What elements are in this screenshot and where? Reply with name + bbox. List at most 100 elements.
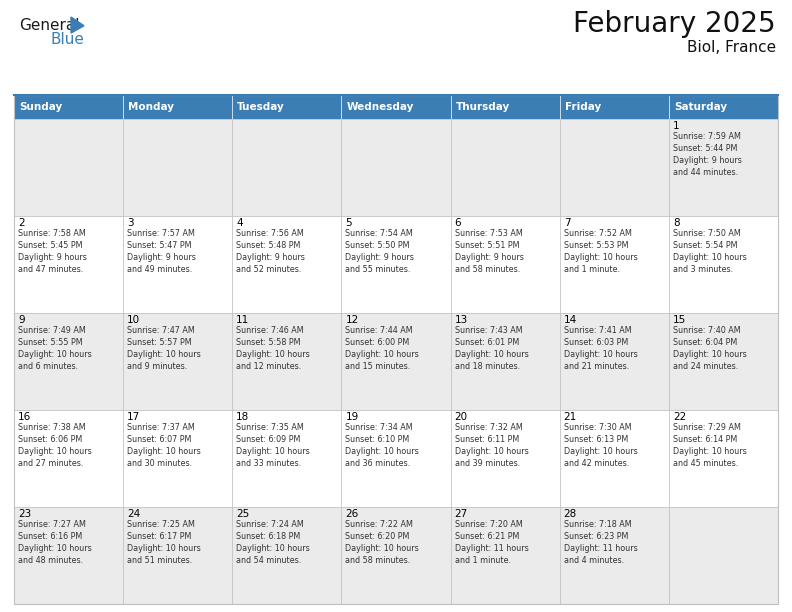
Bar [560, 507, 669, 604]
Bar [123, 119, 232, 216]
Text: Sunrise: 7:56 AM
Sunset: 5:48 PM
Daylight: 9 hours
and 52 minutes.: Sunrise: 7:56 AM Sunset: 5:48 PM Dayligh… [236, 229, 305, 274]
Text: Sunrise: 7:50 AM
Sunset: 5:54 PM
Daylight: 10 hours
and 3 minutes.: Sunrise: 7:50 AM Sunset: 5:54 PM Dayligh… [673, 229, 747, 274]
Bar [560, 119, 669, 216]
Text: 14: 14 [564, 315, 577, 325]
Text: 23: 23 [18, 509, 31, 519]
Bar [232, 313, 341, 410]
Bar [451, 216, 560, 313]
Text: 3: 3 [128, 218, 134, 228]
Text: Sunrise: 7:59 AM
Sunset: 5:44 PM
Daylight: 9 hours
and 44 minutes.: Sunrise: 7:59 AM Sunset: 5:44 PM Dayligh… [673, 132, 742, 177]
Bar [451, 119, 560, 216]
Text: Sunrise: 7:27 AM
Sunset: 6:16 PM
Daylight: 10 hours
and 48 minutes.: Sunrise: 7:27 AM Sunset: 6:16 PM Dayligh… [18, 520, 92, 565]
Text: Sunday: Sunday [19, 102, 63, 112]
Bar [232, 95, 341, 119]
Text: 28: 28 [564, 509, 577, 519]
Bar [341, 95, 451, 119]
Text: 17: 17 [128, 412, 140, 422]
Bar [232, 507, 341, 604]
Bar [14, 507, 123, 604]
Bar [341, 216, 451, 313]
Bar [451, 410, 560, 507]
Text: Sunrise: 7:37 AM
Sunset: 6:07 PM
Daylight: 10 hours
and 30 minutes.: Sunrise: 7:37 AM Sunset: 6:07 PM Dayligh… [128, 423, 201, 468]
Text: Sunrise: 7:58 AM
Sunset: 5:45 PM
Daylight: 9 hours
and 47 minutes.: Sunrise: 7:58 AM Sunset: 5:45 PM Dayligh… [18, 229, 87, 274]
Text: Sunrise: 7:40 AM
Sunset: 6:04 PM
Daylight: 10 hours
and 24 minutes.: Sunrise: 7:40 AM Sunset: 6:04 PM Dayligh… [673, 326, 747, 371]
Bar [560, 410, 669, 507]
Bar [669, 507, 778, 604]
Bar [341, 410, 451, 507]
Text: Sunrise: 7:53 AM
Sunset: 5:51 PM
Daylight: 9 hours
and 58 minutes.: Sunrise: 7:53 AM Sunset: 5:51 PM Dayligh… [455, 229, 524, 274]
Text: Sunrise: 7:20 AM
Sunset: 6:21 PM
Daylight: 11 hours
and 1 minute.: Sunrise: 7:20 AM Sunset: 6:21 PM Dayligh… [455, 520, 528, 565]
Bar [451, 507, 560, 604]
Bar [14, 95, 778, 604]
Text: 22: 22 [673, 412, 686, 422]
Text: Sunrise: 7:44 AM
Sunset: 6:00 PM
Daylight: 10 hours
and 15 minutes.: Sunrise: 7:44 AM Sunset: 6:00 PM Dayligh… [345, 326, 419, 371]
Text: Sunrise: 7:32 AM
Sunset: 6:11 PM
Daylight: 10 hours
and 39 minutes.: Sunrise: 7:32 AM Sunset: 6:11 PM Dayligh… [455, 423, 528, 468]
Bar [123, 95, 232, 119]
Bar [669, 410, 778, 507]
Text: Sunrise: 7:24 AM
Sunset: 6:18 PM
Daylight: 10 hours
and 54 minutes.: Sunrise: 7:24 AM Sunset: 6:18 PM Dayligh… [236, 520, 310, 565]
Polygon shape [71, 17, 84, 33]
Text: Sunrise: 7:41 AM
Sunset: 6:03 PM
Daylight: 10 hours
and 21 minutes.: Sunrise: 7:41 AM Sunset: 6:03 PM Dayligh… [564, 326, 638, 371]
Text: Sunrise: 7:46 AM
Sunset: 5:58 PM
Daylight: 10 hours
and 12 minutes.: Sunrise: 7:46 AM Sunset: 5:58 PM Dayligh… [236, 326, 310, 371]
Text: 27: 27 [455, 509, 468, 519]
Text: Sunrise: 7:35 AM
Sunset: 6:09 PM
Daylight: 10 hours
and 33 minutes.: Sunrise: 7:35 AM Sunset: 6:09 PM Dayligh… [236, 423, 310, 468]
Text: Tuesday: Tuesday [238, 102, 285, 112]
Bar [232, 119, 341, 216]
Text: Sunrise: 7:43 AM
Sunset: 6:01 PM
Daylight: 10 hours
and 18 minutes.: Sunrise: 7:43 AM Sunset: 6:01 PM Dayligh… [455, 326, 528, 371]
Text: Saturday: Saturday [674, 102, 727, 112]
Text: Sunrise: 7:47 AM
Sunset: 5:57 PM
Daylight: 10 hours
and 9 minutes.: Sunrise: 7:47 AM Sunset: 5:57 PM Dayligh… [128, 326, 201, 371]
Text: 12: 12 [345, 315, 359, 325]
Text: 16: 16 [18, 412, 31, 422]
Text: Biol, France: Biol, France [687, 40, 776, 55]
Text: 15: 15 [673, 315, 686, 325]
Bar [123, 410, 232, 507]
Bar [669, 216, 778, 313]
Text: Monday: Monday [128, 102, 174, 112]
Bar [14, 95, 123, 119]
Bar [14, 119, 123, 216]
Text: Sunrise: 7:54 AM
Sunset: 5:50 PM
Daylight: 9 hours
and 55 minutes.: Sunrise: 7:54 AM Sunset: 5:50 PM Dayligh… [345, 229, 414, 274]
Text: 19: 19 [345, 412, 359, 422]
Text: 8: 8 [673, 218, 680, 228]
Text: 6: 6 [455, 218, 461, 228]
Text: Sunrise: 7:25 AM
Sunset: 6:17 PM
Daylight: 10 hours
and 51 minutes.: Sunrise: 7:25 AM Sunset: 6:17 PM Dayligh… [128, 520, 201, 565]
Text: 21: 21 [564, 412, 577, 422]
Bar [560, 216, 669, 313]
Text: 2: 2 [18, 218, 25, 228]
Text: 26: 26 [345, 509, 359, 519]
Bar [669, 313, 778, 410]
Bar [14, 410, 123, 507]
Text: 13: 13 [455, 315, 468, 325]
Text: 4: 4 [236, 218, 243, 228]
Bar [341, 313, 451, 410]
Bar [123, 313, 232, 410]
Text: 20: 20 [455, 412, 468, 422]
Bar [341, 507, 451, 604]
Bar [123, 216, 232, 313]
Bar [451, 95, 560, 119]
Text: Wednesday: Wednesday [346, 102, 413, 112]
Text: 9: 9 [18, 315, 25, 325]
Text: Sunrise: 7:49 AM
Sunset: 5:55 PM
Daylight: 10 hours
and 6 minutes.: Sunrise: 7:49 AM Sunset: 5:55 PM Dayligh… [18, 326, 92, 371]
Bar [123, 507, 232, 604]
Text: 18: 18 [236, 412, 249, 422]
Text: 11: 11 [236, 315, 249, 325]
Text: 7: 7 [564, 218, 570, 228]
Text: Sunrise: 7:38 AM
Sunset: 6:06 PM
Daylight: 10 hours
and 27 minutes.: Sunrise: 7:38 AM Sunset: 6:06 PM Dayligh… [18, 423, 92, 468]
Text: Sunrise: 7:18 AM
Sunset: 6:23 PM
Daylight: 11 hours
and 4 minutes.: Sunrise: 7:18 AM Sunset: 6:23 PM Dayligh… [564, 520, 638, 565]
Text: 25: 25 [236, 509, 249, 519]
Bar [669, 95, 778, 119]
Text: General: General [19, 18, 79, 33]
Text: February 2025: February 2025 [573, 10, 776, 38]
Text: 1: 1 [673, 121, 680, 131]
Text: Blue: Blue [50, 32, 84, 47]
Text: 5: 5 [345, 218, 352, 228]
Bar [232, 410, 341, 507]
Text: Sunrise: 7:29 AM
Sunset: 6:14 PM
Daylight: 10 hours
and 45 minutes.: Sunrise: 7:29 AM Sunset: 6:14 PM Dayligh… [673, 423, 747, 468]
Text: Sunrise: 7:57 AM
Sunset: 5:47 PM
Daylight: 9 hours
and 49 minutes.: Sunrise: 7:57 AM Sunset: 5:47 PM Dayligh… [128, 229, 196, 274]
Text: 24: 24 [128, 509, 140, 519]
Bar [341, 119, 451, 216]
Text: Sunrise: 7:22 AM
Sunset: 6:20 PM
Daylight: 10 hours
and 58 minutes.: Sunrise: 7:22 AM Sunset: 6:20 PM Dayligh… [345, 520, 419, 565]
Bar [451, 313, 560, 410]
Text: Sunrise: 7:52 AM
Sunset: 5:53 PM
Daylight: 10 hours
and 1 minute.: Sunrise: 7:52 AM Sunset: 5:53 PM Dayligh… [564, 229, 638, 274]
